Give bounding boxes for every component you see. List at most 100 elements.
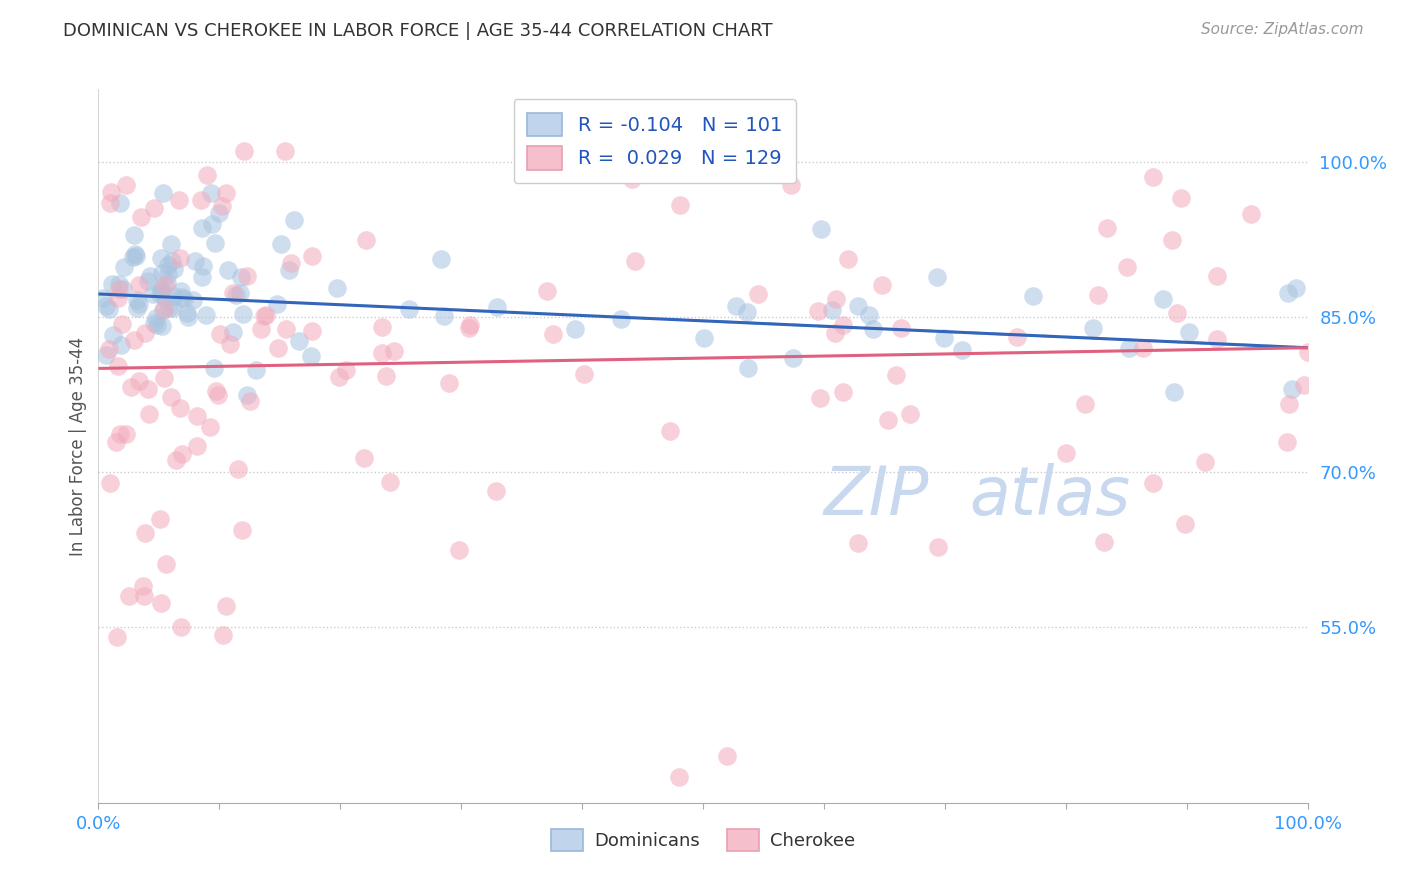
Point [1277,285,1299,300]
Point [195,309,218,323]
Point [1054,446,1077,460]
Point [378,475,401,490]
Point [890,321,912,335]
Point [132,579,155,593]
Point [274,145,297,159]
Point [155,557,177,571]
Point [1087,288,1109,302]
Point [1095,220,1118,235]
Point [127,301,149,316]
Point [375,369,398,384]
Point [172,290,194,304]
Point [112,260,135,275]
Point [235,269,257,284]
Point [1073,397,1095,411]
Point [139,268,162,283]
Point [253,310,276,324]
Point [122,333,145,347]
Point [1278,397,1301,411]
Point [146,318,169,332]
Point [150,266,173,280]
Point [1022,289,1045,303]
Point [136,382,159,396]
Text: Source: ZipAtlas.com: Source: ZipAtlas.com [1201,22,1364,37]
Point [370,346,392,360]
Point [609,312,631,326]
Point [927,540,949,554]
Point [191,260,214,274]
Point [114,427,136,442]
Point [122,227,145,242]
Point [150,596,173,610]
Point [207,388,229,402]
Point [181,293,204,308]
Point [737,305,759,319]
Point [540,145,562,159]
Point [572,368,595,382]
Point [176,305,198,319]
Point [876,412,898,426]
Point [150,283,173,297]
Point [186,409,208,423]
Point [934,331,956,345]
Point [862,322,884,336]
Point [132,589,155,603]
Point [100,277,122,291]
Point [98,476,121,491]
Point [724,299,747,313]
Point [371,320,394,334]
Point [747,286,769,301]
Point [138,274,160,288]
Point [124,247,146,261]
Point [229,270,252,285]
Point [1170,191,1192,205]
Point [430,252,453,266]
Point [142,287,165,301]
Point [128,277,150,292]
Point [211,627,233,641]
Point [160,390,183,404]
Point [169,251,191,265]
Point [737,361,759,376]
Point [1081,320,1104,334]
Point [782,351,804,365]
Point [152,303,174,318]
Point [807,304,830,318]
Point [1142,475,1164,490]
Point [152,186,174,201]
Point [191,221,214,235]
Point [204,384,226,399]
Point [111,317,134,331]
Point [201,217,224,231]
Point [195,168,218,182]
Point [398,302,420,317]
Point [536,285,558,299]
Point [124,250,146,264]
Point [153,371,176,385]
Point [1092,534,1115,549]
Point [145,310,167,325]
Point [118,589,141,603]
Point [134,525,156,540]
Point [108,196,131,211]
Point [233,145,256,159]
Point [150,318,173,333]
Point [236,388,259,402]
Point [143,316,166,330]
Point [94,299,117,313]
Point [1285,281,1308,295]
Point [149,287,172,301]
Point [110,337,132,351]
Legend: Dominicans, Cherokee: Dominicans, Cherokee [544,822,862,858]
Point [101,327,124,342]
Point [825,292,848,306]
Point [824,326,846,341]
Point [120,380,142,394]
Point [149,511,172,525]
Point [156,267,179,281]
Point [1152,292,1174,306]
Point [155,277,177,292]
Point [659,425,682,439]
Point [810,221,832,235]
Point [156,258,179,272]
